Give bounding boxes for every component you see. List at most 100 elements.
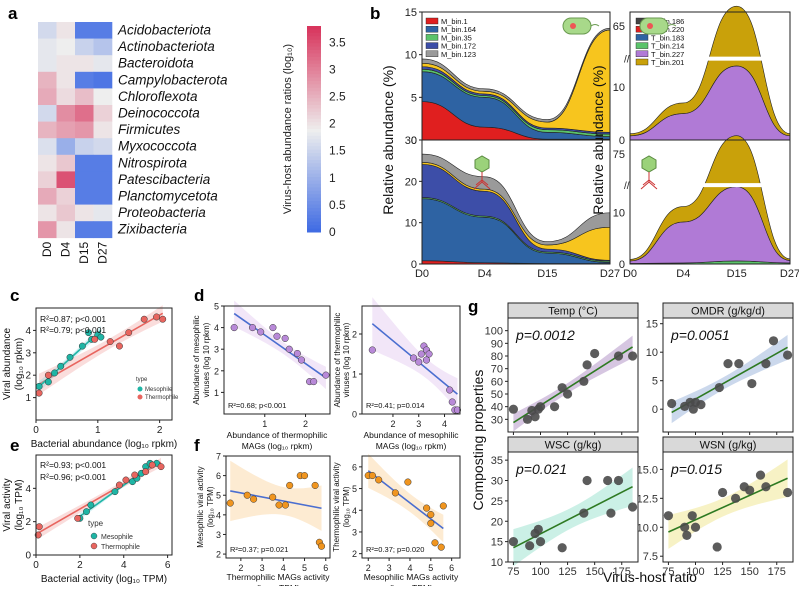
data-point — [431, 539, 439, 547]
data-point — [508, 537, 519, 547]
y-tick-label: 2 — [25, 517, 31, 528]
y-tick-label: 4 — [216, 510, 221, 520]
heatmap-cell — [93, 38, 113, 56]
x-tick-label: 5 — [428, 563, 433, 573]
y-axis-label: Composting properties — [470, 370, 486, 511]
y-tick-label: 4 — [352, 506, 357, 516]
x-tick-label: 3 — [260, 563, 265, 573]
heatmap-cell — [93, 22, 113, 39]
colorbar-segment — [307, 159, 321, 164]
legend-swatch — [425, 17, 439, 25]
colorbar-segment — [307, 173, 321, 178]
colorbar-label: Virus-host abundance ratios (log₁₀) — [282, 44, 294, 214]
data-point — [714, 382, 724, 393]
data-point — [275, 501, 283, 509]
legend-entry: M_bin.123 — [441, 50, 476, 59]
data-point — [627, 502, 638, 512]
x-tick-label: 75 — [507, 566, 519, 578]
regression-line — [233, 312, 327, 379]
data-point — [269, 493, 277, 501]
heatmap-cell — [38, 171, 57, 189]
y-tick-label: 15 — [491, 537, 503, 549]
data-point — [285, 345, 293, 353]
y-tick-label: 15 — [405, 7, 417, 19]
y-tick-label: 4 — [214, 323, 219, 333]
colorbar-segment — [307, 111, 321, 116]
stat-annotation: R²=0.37; p=0.020 — [366, 545, 424, 554]
data-point — [535, 537, 546, 547]
plot-frame — [507, 451, 639, 563]
data-point — [437, 543, 445, 551]
x-axis-label: Virus-host ratio — [603, 569, 697, 585]
x-tick-label: 2 — [157, 425, 163, 436]
heatmap-cell — [56, 188, 76, 205]
y-tick-label: 3 — [216, 530, 221, 540]
y-tick-label: 10.0 — [637, 522, 658, 534]
colorbar-segment — [307, 50, 321, 54]
plot-frame — [662, 451, 794, 563]
y-tick-label: 6 — [216, 471, 221, 481]
data-point-thermophile — [91, 335, 99, 343]
data-point — [613, 351, 624, 361]
facet-title: Temp (°C) — [548, 306, 598, 318]
colorbar-segment — [307, 187, 321, 192]
stat-annotation: R²=0.41; p=0.014 — [366, 401, 424, 410]
heatmap-row-label: Campylobacterota — [118, 72, 228, 87]
data-point — [535, 402, 546, 412]
panel-label: e — [10, 436, 19, 455]
colorbar-segment — [307, 98, 321, 103]
colorbar-segment — [307, 170, 321, 175]
colorbar-segment — [307, 156, 321, 161]
data-point — [723, 359, 733, 369]
data-point-thermophile — [74, 514, 82, 522]
legend-marker — [137, 386, 143, 392]
data-point — [768, 336, 779, 346]
data-point — [562, 389, 573, 399]
plot-frame — [225, 455, 331, 559]
colorbar-tick: 0.5 — [329, 198, 346, 212]
x-tick-label: 2 — [303, 419, 308, 429]
data-point — [415, 358, 423, 366]
colorbar-segment — [307, 122, 321, 127]
data-point-mesophile — [78, 342, 86, 350]
y-tick-label: 20 — [491, 516, 503, 528]
colorbar-segment — [307, 26, 321, 30]
colorbar-tick: 2 — [329, 117, 336, 131]
colorbar-segment — [307, 115, 321, 120]
data-point — [423, 504, 431, 512]
legend-swatch — [425, 34, 439, 41]
data-point — [761, 482, 771, 492]
p-value-annotation: p=0.0051 — [670, 327, 730, 343]
y-tick-label: 30 — [491, 414, 503, 426]
heatmap-row-label: Myxococcota — [118, 139, 197, 154]
heatmap-row-label: Planctomycetota — [118, 188, 218, 203]
axis-break-mark: // — [624, 181, 630, 192]
x-tick-label: 0 — [33, 560, 39, 571]
p-value-annotation: p=0.015 — [670, 461, 722, 477]
stat-annotation: R²=0.96; p<0.001 — [40, 472, 106, 482]
data-point — [782, 487, 793, 498]
colorbar-segment — [307, 94, 321, 99]
heatmap-cell — [38, 204, 57, 222]
colorbar-segment — [307, 194, 321, 199]
y-axis-label: Viral abundance — [2, 328, 13, 401]
data-point — [439, 502, 447, 510]
plot-frame — [361, 455, 461, 559]
colorbar-segment — [307, 32, 321, 37]
colorbar-segment — [307, 180, 321, 185]
x-tick-label: D27 — [600, 268, 620, 280]
heatmap-cell — [93, 154, 113, 172]
colorbar-segment — [307, 36, 321, 41]
regression-line — [38, 312, 164, 385]
y-tick-label: 40 — [491, 402, 503, 414]
colorbar-segment — [307, 225, 321, 230]
y-tick-label: 6 — [352, 462, 357, 472]
panel-label: a — [8, 4, 18, 23]
data-point — [730, 493, 741, 503]
x-tick-label: 125 — [713, 566, 731, 578]
panel-e-scatter: 0 2 4 6 0 2 4 R²=0.93; p<0.001 R²=0.96; p<0.001 t… — [2, 454, 173, 585]
x-tick-label: 3 — [416, 419, 421, 429]
colorbar-segment — [307, 39, 321, 44]
y-tick-label: 4 — [25, 484, 31, 495]
colorbar-segment — [307, 142, 321, 147]
